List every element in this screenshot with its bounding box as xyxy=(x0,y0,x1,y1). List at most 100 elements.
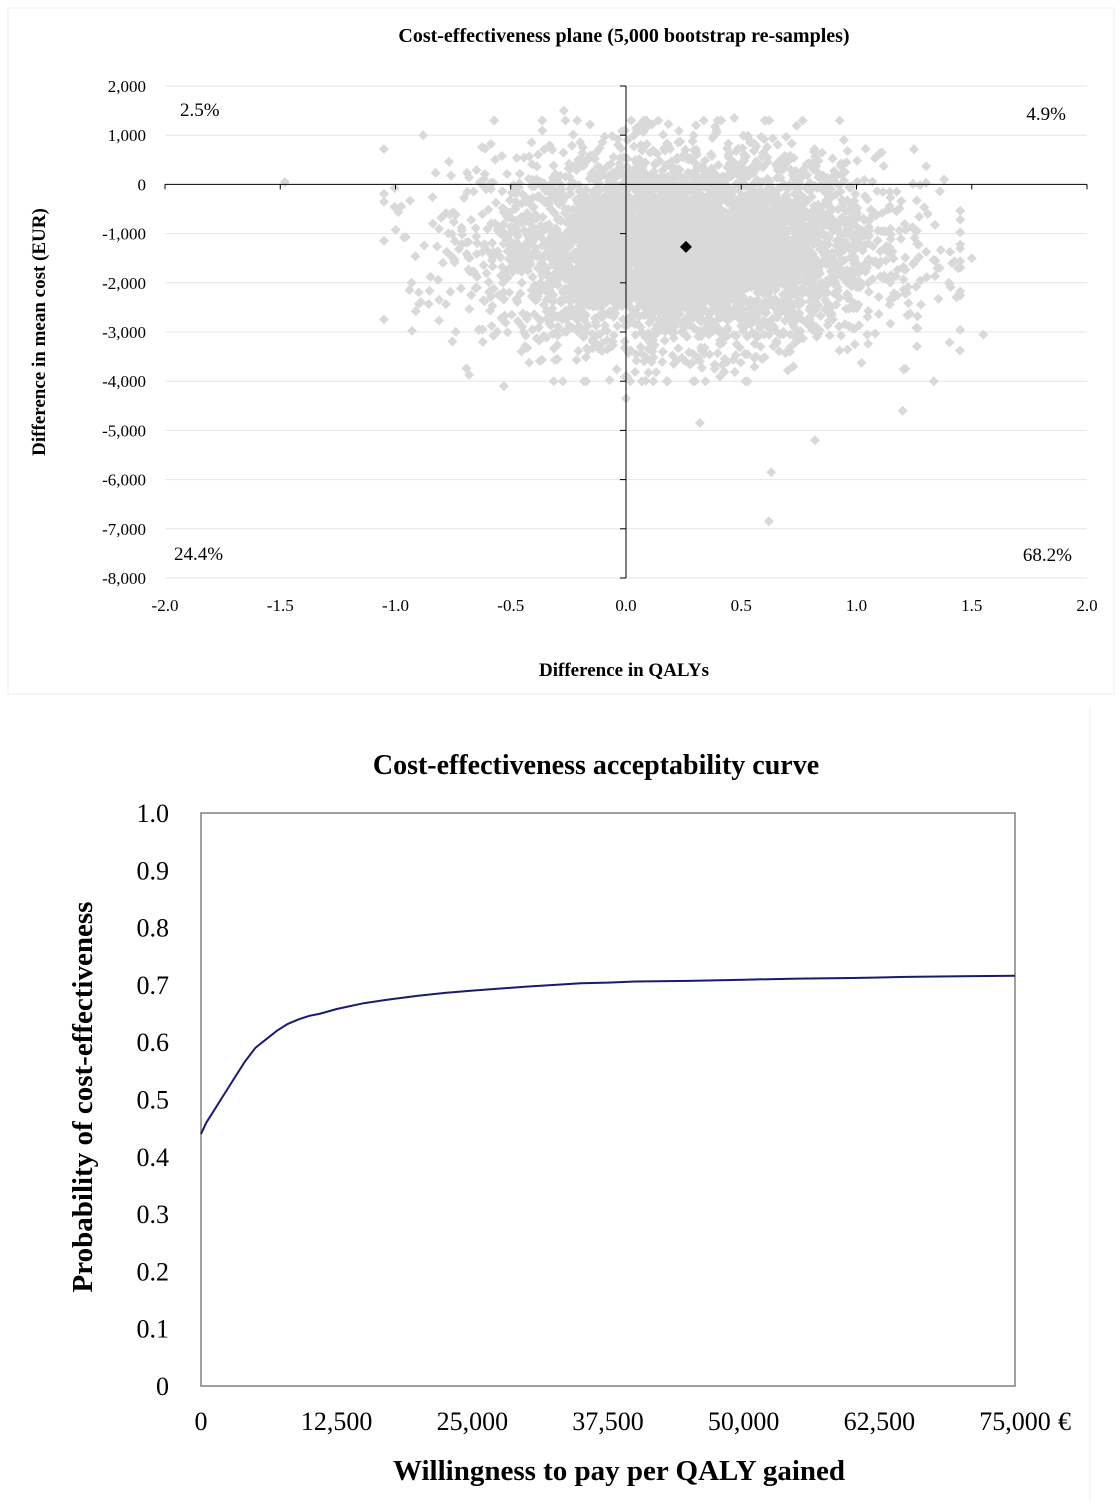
bootstrap-point xyxy=(479,260,489,270)
bootstrap-point xyxy=(471,223,481,233)
bootstrap-point xyxy=(471,231,481,241)
bootstrap-point xyxy=(930,271,940,281)
bootstrap-point xyxy=(626,115,636,125)
bootstrap-point xyxy=(730,367,740,377)
bootstrap-point xyxy=(909,144,919,154)
bootstrap-point xyxy=(503,327,513,337)
bootstrap-point xyxy=(471,165,481,175)
bootstrap-point xyxy=(916,300,926,310)
bootstrap-point xyxy=(933,294,943,304)
bootstrap-point xyxy=(405,196,415,206)
bootstrap-point xyxy=(955,325,965,335)
bootstrap-point xyxy=(689,130,699,140)
bootstrap-point xyxy=(568,130,578,140)
bootstrap-point xyxy=(658,130,668,140)
bootstrap-point xyxy=(605,375,615,385)
bootstrap-point xyxy=(870,328,880,338)
bootstrap-point xyxy=(921,161,931,171)
bootstrap-point xyxy=(914,212,924,222)
bootstrap-point xyxy=(885,193,895,203)
bootstrap-point xyxy=(648,376,658,386)
bootstrap-point xyxy=(612,364,622,374)
bootstrap-point xyxy=(699,115,709,125)
bootstrap-point xyxy=(630,367,640,377)
bootstrap-point xyxy=(572,115,582,125)
bootstrap-point xyxy=(700,376,710,386)
bootstrap-point xyxy=(464,304,474,314)
bootstrap-point xyxy=(843,146,853,156)
cost-effectiveness-plane-svg: 2,0001,0000-1,000-2,000-3,000-4,000-5,00… xyxy=(0,0,1120,700)
bootstrap-point xyxy=(643,368,653,378)
bootstrap-point xyxy=(425,286,435,296)
bootstrap-point xyxy=(537,126,547,136)
bootstrap-point xyxy=(549,161,559,171)
bootstrap-point xyxy=(379,144,389,154)
bootstrap-point xyxy=(558,148,568,158)
bootstrap-point xyxy=(750,362,760,372)
bootstrap-point xyxy=(434,316,444,326)
bootstrap-point xyxy=(945,337,955,347)
bootstrap-point xyxy=(862,329,872,339)
bootstrap-point xyxy=(864,287,874,297)
bootstrap-point xyxy=(379,236,389,246)
bootstrap-point xyxy=(955,227,965,237)
bootstrap-point xyxy=(515,169,525,179)
bootstrap-point xyxy=(549,376,559,386)
bootstrap-point xyxy=(896,196,906,206)
bootstrap-point xyxy=(410,251,420,261)
bootstrap-point xyxy=(688,376,698,386)
bootstrap-point xyxy=(874,292,884,302)
bootstrap-point xyxy=(537,115,547,125)
bootstrap-point xyxy=(497,186,507,196)
bootstrap-point xyxy=(868,177,878,187)
bootstrap-point xyxy=(456,283,466,293)
bootstrap-point xyxy=(424,299,434,309)
bootstrap-point xyxy=(517,278,527,288)
bootstrap-point xyxy=(466,215,476,225)
bootstrap-point xyxy=(787,138,797,148)
bootstrap-point xyxy=(502,169,512,179)
bootstrap-point xyxy=(879,161,889,171)
bootstrap-point xyxy=(573,346,583,356)
bootstrap-point xyxy=(863,339,873,349)
bootstrap-point xyxy=(444,157,454,167)
bootstrap-point xyxy=(489,115,499,125)
bootstrap-point xyxy=(527,137,537,147)
bootstrap-point xyxy=(432,241,442,251)
bootstrap-point xyxy=(955,345,965,355)
bootstrap-point xyxy=(955,206,965,216)
bootstrap-point xyxy=(674,126,684,136)
bootstrap-point xyxy=(407,326,417,336)
bootstrap-point xyxy=(896,234,906,244)
bootstrap-point xyxy=(945,247,955,257)
bootstrap-point xyxy=(446,170,456,180)
bootstrap-point xyxy=(781,132,791,142)
bootstrap-point xyxy=(903,298,913,308)
bootstrap-point xyxy=(663,119,673,129)
bootstrap-point xyxy=(512,153,522,163)
bootstrap-point xyxy=(955,215,965,225)
bootstrap-point xyxy=(713,348,723,358)
bootstrap-point xyxy=(585,120,595,130)
bootstrap-point xyxy=(921,247,931,257)
bootstrap-point xyxy=(936,245,946,255)
bootstrap-point xyxy=(935,186,945,196)
bootstrap-point xyxy=(657,357,667,367)
bootstrap-point xyxy=(419,240,429,250)
bootstrap-point xyxy=(929,376,939,386)
bootstrap-point xyxy=(850,339,860,349)
bootstrap-point xyxy=(572,355,582,365)
bootstrap-point xyxy=(874,309,884,319)
bootstrap-point xyxy=(560,115,570,125)
bootstrap-point xyxy=(658,347,668,357)
bootstrap-point xyxy=(912,341,922,351)
bootstrap-point xyxy=(691,120,701,130)
bootstrap-point xyxy=(482,268,492,278)
bootstrap-point xyxy=(660,336,670,346)
bootstrap-point xyxy=(414,287,424,297)
bootstrap-point xyxy=(885,319,895,329)
bootstrap-point xyxy=(478,337,488,347)
bootstrap-point xyxy=(469,186,479,196)
bootstrap-point xyxy=(834,346,844,356)
bootstrap-point xyxy=(427,192,437,202)
